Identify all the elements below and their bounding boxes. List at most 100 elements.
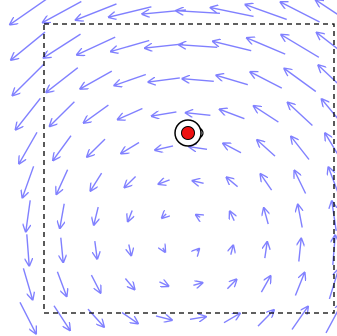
field-arrow [124,278,134,290]
field-arrow [223,143,242,154]
field-arrow [328,167,337,192]
field-arrow [186,113,211,116]
field-arrow [260,276,270,293]
field-arrow [245,5,287,21]
field-arrow [158,180,170,184]
field-arrow [325,303,337,334]
field-arrow [163,248,165,252]
field-arrow [210,8,254,18]
field-arrow [250,72,283,89]
field-arrow [284,69,317,93]
field-arrow [111,39,150,52]
field-arrow [152,112,177,116]
field-arrow [230,211,234,221]
field-arrow [316,0,337,15]
rotation-indicator [199,127,204,139]
field-arrow [162,214,166,218]
bounding-box [43,23,335,314]
field-arrow [50,101,75,127]
field-arrow [280,2,320,23]
field-arrow [19,301,36,333]
field-arrow [77,36,116,55]
field-arrow [27,234,29,265]
field-arrow [294,171,307,194]
field-arrow [26,200,30,231]
field-arrow [179,45,218,48]
field-arrow [22,166,35,197]
field-arrow [192,181,204,184]
field-arrow [19,131,38,163]
field-arrow [56,169,69,195]
field-arrow [114,73,147,86]
field-arrow [90,172,103,191]
target-dot [181,126,195,140]
field-arrow [291,307,308,330]
field-arrow [118,107,143,120]
field-arrow [223,313,240,324]
field-arrow [226,177,239,188]
field-arrow [16,97,41,129]
field-arrow [43,0,82,22]
field-arrow [257,310,274,327]
field-arrow [145,44,184,48]
field-arrow [53,305,70,331]
field-arrow [216,75,248,86]
field-arrow [159,282,168,286]
field-arrow [84,104,109,123]
field-arrow [129,244,131,256]
field-arrow [43,33,81,58]
field-arrow [46,67,79,93]
field-arrow [76,3,117,20]
field-arrow [325,133,337,155]
field-arrow [317,33,337,50]
field-arrow [121,141,140,154]
field-arrow [148,78,180,82]
field-arrow [87,138,106,157]
field-arrow [257,140,276,157]
field-arrow [60,203,64,229]
field-arrow [298,205,302,228]
field-arrow [182,79,214,82]
field-arrow [197,249,199,252]
field-arrow [231,245,233,255]
field-arrow [90,274,100,293]
field-arrow [189,147,208,150]
field-arrow [264,208,268,225]
field-arrow [95,241,97,259]
field-arrow [22,268,32,299]
field-arrow [189,317,206,320]
field-arrow [247,38,286,55]
field-arrow [291,137,310,160]
field-arrow [87,308,104,327]
field-arrow [176,11,221,14]
field-arrow [53,135,72,161]
field-arrow [121,311,138,324]
field-arrow [213,41,252,52]
field-arrow [328,269,337,300]
field-arrow [281,35,320,58]
field-arrow [196,215,200,218]
arrow-layer [10,0,337,334]
field-arrow [265,242,267,259]
field-arrow [124,176,137,188]
field-arrow [155,316,172,320]
field-arrow [226,279,236,290]
field-arrow [220,109,245,120]
field-arrow [128,210,132,222]
field-arrow [109,6,152,17]
field-arrow [94,206,98,225]
field-arrow [56,271,66,297]
field-arrow [12,63,45,95]
field-arrow [10,0,47,25]
field-arrow [80,70,113,89]
field-arrow [288,103,313,127]
field-arrow [260,174,273,191]
field-arrow [155,146,174,150]
field-arrow [254,106,279,123]
field-arrow [322,99,337,119]
field-arrow [61,237,63,263]
field-arrow [193,283,202,286]
field-arrow [299,239,301,262]
field-arrow [11,31,46,60]
